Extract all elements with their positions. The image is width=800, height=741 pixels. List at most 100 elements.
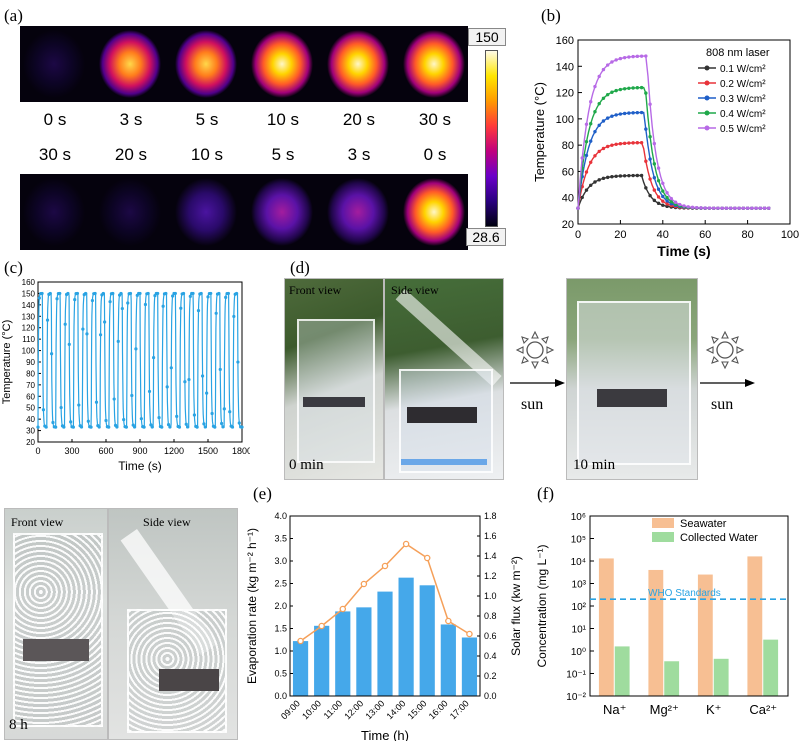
y-tick-label: 10⁶ — [571, 512, 586, 523]
y-tick-label-right: 0.6 — [484, 631, 497, 641]
data-point — [146, 291, 150, 296]
data-point — [237, 421, 241, 425]
data-point — [111, 291, 115, 296]
time-label-0min: 0 min — [289, 457, 324, 473]
data-point — [589, 122, 593, 126]
y-tick-label: 140 — [22, 301, 36, 310]
data-point — [720, 206, 724, 210]
bar — [377, 591, 393, 696]
y-tick-label: 10⁴ — [571, 557, 586, 568]
y-axis-label: Concentration (mg L⁻¹) — [535, 544, 549, 667]
bar — [398, 577, 414, 696]
legend-marker — [704, 110, 710, 116]
x-axis-label: Time (s) — [657, 243, 710, 259]
data-point — [203, 425, 207, 429]
data-point — [716, 206, 720, 210]
data-point — [601, 96, 606, 100]
data-point — [639, 110, 644, 115]
data-point — [79, 425, 84, 429]
data-point — [622, 87, 627, 91]
x-tick-label: 600 — [98, 446, 113, 456]
data-point — [631, 111, 635, 115]
y-tick-label: 110 — [22, 335, 35, 344]
data-point — [686, 205, 690, 209]
solar-flux-point — [360, 580, 368, 588]
data-point — [635, 86, 640, 90]
colorbar-max-label: 150 — [468, 28, 506, 46]
data-point — [226, 291, 230, 296]
data-point — [181, 291, 186, 296]
data-point — [142, 425, 146, 429]
thermal-spot — [327, 178, 389, 246]
data-point — [184, 422, 188, 426]
data-point — [627, 141, 631, 145]
data-point — [622, 111, 627, 116]
data-point — [639, 85, 644, 90]
data-point — [644, 54, 648, 58]
bar — [461, 637, 478, 696]
data-point — [597, 149, 601, 154]
x-tick-label: Ca²⁺ — [749, 702, 777, 717]
data-point — [120, 306, 124, 311]
data-point — [71, 425, 75, 429]
y-tick-label: 70 — [26, 381, 35, 390]
time-label: 0 s — [423, 145, 447, 164]
data-point — [130, 393, 134, 398]
y-tick-label: 10⁰ — [571, 647, 586, 658]
legend-swatch — [652, 518, 674, 528]
front-view-label: Front view — [11, 515, 64, 529]
data-point — [597, 178, 601, 182]
plot-frame — [577, 39, 791, 225]
data-point — [627, 173, 631, 178]
time-label: 5 s — [271, 145, 295, 164]
data-point — [213, 425, 217, 429]
data-point — [150, 425, 154, 429]
data-point — [206, 295, 210, 299]
data-point — [177, 425, 182, 429]
y-axis-label: Evaporation rate (kg m⁻² h⁻¹) — [245, 528, 259, 684]
data-point — [116, 339, 120, 343]
bar — [356, 607, 372, 696]
data-point — [168, 425, 172, 429]
data-point — [652, 175, 657, 180]
data-point — [656, 178, 661, 183]
who-standard-label: WHO Standards — [648, 588, 721, 599]
data-point — [661, 199, 665, 203]
data-point — [618, 56, 623, 61]
data-point — [44, 425, 48, 429]
data-point — [644, 91, 648, 95]
data-point — [228, 410, 232, 414]
data-point — [605, 63, 610, 67]
data-point — [669, 199, 673, 204]
x-tick-label: 17:00 — [448, 698, 471, 721]
photo-10min: 10 min — [566, 278, 698, 480]
data-point — [108, 300, 112, 304]
device-box — [577, 301, 691, 465]
data-point — [59, 405, 63, 410]
x-tick-label: 0 — [575, 229, 581, 241]
data-point — [584, 122, 589, 126]
legend-entry: 0.5 W/cm² — [720, 124, 766, 135]
time-label-8h: 8 h — [9, 717, 28, 733]
series-line — [577, 86, 769, 209]
data-point — [62, 425, 66, 429]
data-point — [652, 141, 657, 146]
series-line — [577, 55, 769, 209]
data-point — [580, 156, 584, 160]
data-point — [767, 206, 771, 210]
data-point — [610, 175, 614, 179]
data-point — [196, 308, 201, 313]
panel-label-d: (d) — [290, 258, 310, 277]
panel-label-b: (b) — [541, 6, 561, 25]
data-point — [648, 157, 652, 161]
data-point — [156, 291, 160, 296]
data-point — [635, 141, 640, 145]
data-point — [622, 174, 627, 178]
legend-swatch — [652, 532, 674, 542]
y-tick-label: 0.0 — [274, 691, 287, 701]
data-point — [169, 366, 173, 370]
data-point — [200, 374, 205, 378]
photo-side-view-8h: Side view — [108, 508, 238, 740]
data-point — [635, 173, 640, 178]
data-point — [665, 202, 669, 206]
